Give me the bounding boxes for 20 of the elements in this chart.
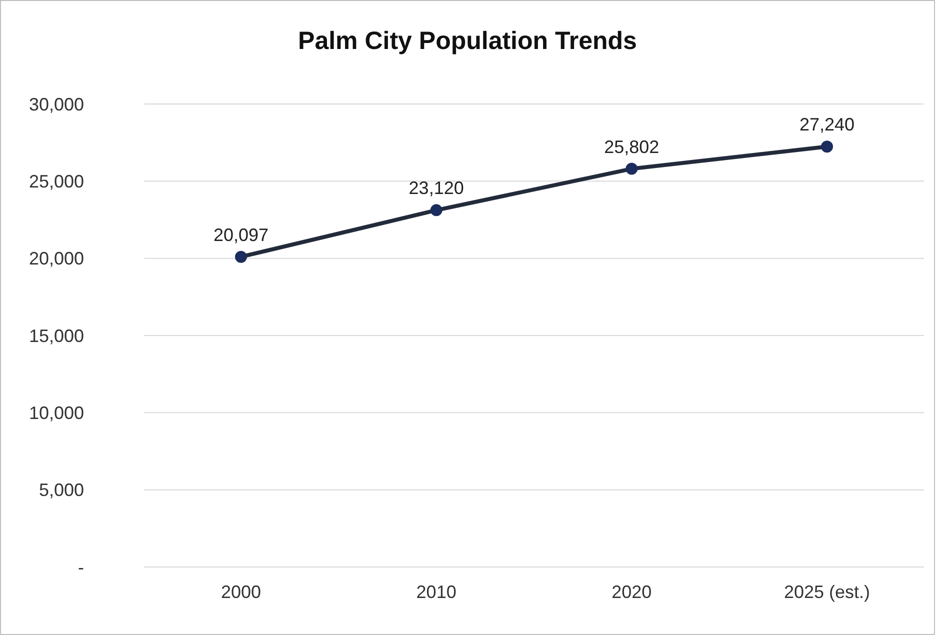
data-label: 23,120 [408, 178, 464, 198]
x-tick-label: 2010 [416, 582, 456, 602]
y-tick-label: 30,000 [28, 94, 84, 114]
y-tick-label: 25,000 [28, 172, 84, 192]
y-tick-label: 20,000 [28, 248, 84, 269]
x-tick-label: 2000 [220, 582, 262, 602]
y-tick-label: 5,000 [38, 480, 84, 500]
point [821, 140, 833, 153]
y-tick-label: 10,000 [28, 403, 84, 424]
x-tick-label: 2020 [612, 582, 652, 602]
y-tick-label: 15,000 [28, 326, 84, 346]
chart-title: Palm City Population Trends [297, 27, 638, 56]
point [626, 162, 638, 175]
x-tick-label: 2025 (est.) [784, 582, 870, 602]
y-tick-label: - [78, 557, 84, 578]
data-label: 25,802 [604, 136, 660, 157]
point [430, 204, 442, 216]
point [235, 250, 247, 263]
data-label: 20,097 [213, 224, 269, 245]
data-label: 27,240 [799, 114, 855, 135]
